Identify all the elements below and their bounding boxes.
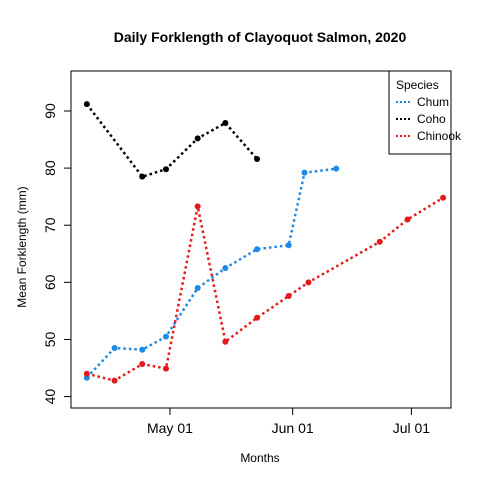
data-point-chum (286, 242, 292, 248)
series-line-chum (87, 169, 336, 378)
data-point-chum (222, 265, 228, 271)
data-point-chum (112, 345, 118, 351)
x-tick-label: Jun 01 (272, 420, 314, 436)
series-chum (84, 166, 339, 381)
legend-label-coho: Coho (417, 112, 446, 126)
y-axis: 40 50 60 70 80 90 (42, 103, 71, 404)
y-tick-label: 70 (42, 217, 58, 233)
data-point-chinook (84, 371, 90, 377)
data-point-chinook (163, 366, 169, 372)
chart-title: Daily Forklength of Clayoquot Salmon, 20… (114, 29, 407, 45)
data-point-coho (195, 135, 201, 141)
y-tick-label: 40 (42, 389, 58, 405)
legend: Species Chum Coho Chinook (389, 71, 462, 154)
data-point-coho (139, 174, 145, 180)
y-tick-label: 80 (42, 160, 58, 176)
legend-label-chinook: Chinook (417, 129, 462, 143)
series-line-coho (87, 104, 257, 177)
series-line-chinook (87, 198, 443, 381)
series-chinook (84, 195, 446, 384)
data-point-chinook (404, 217, 410, 223)
data-point-coho (222, 120, 228, 126)
y-tick-label: 50 (42, 331, 58, 347)
y-tick-label: 60 (42, 274, 58, 290)
legend-label-chum: Chum (417, 95, 449, 109)
x-tick-label: May 01 (147, 420, 193, 436)
data-point-coho (84, 101, 90, 107)
data-point-chinook (112, 378, 118, 384)
data-point-chinook (195, 203, 201, 209)
data-point-coho (254, 156, 260, 162)
y-axis-label: Mean Forklength (mm) (15, 186, 29, 307)
legend-title: Species (396, 78, 439, 92)
x-axis-label: Months (240, 451, 279, 465)
data-point-chum (163, 334, 169, 340)
data-point-chum (302, 170, 308, 176)
data-point-chinook (440, 195, 446, 201)
data-point-coho (163, 166, 169, 172)
data-point-chinook (139, 361, 145, 367)
x-tick-label: Jul 01 (393, 420, 431, 436)
data-point-chinook (286, 293, 292, 299)
x-axis: May 01 Jun 01 Jul 01 (147, 408, 430, 436)
data-point-chinook (222, 339, 228, 345)
data-point-chinook (254, 315, 260, 321)
data-point-chinook (377, 239, 383, 245)
series-coho (84, 101, 260, 180)
data-point-chinook (306, 279, 312, 285)
y-tick-label: 90 (42, 103, 58, 119)
data-point-chum (254, 246, 260, 252)
data-point-chum (195, 285, 201, 291)
data-point-chum (333, 166, 339, 172)
data-point-chum (139, 347, 145, 353)
